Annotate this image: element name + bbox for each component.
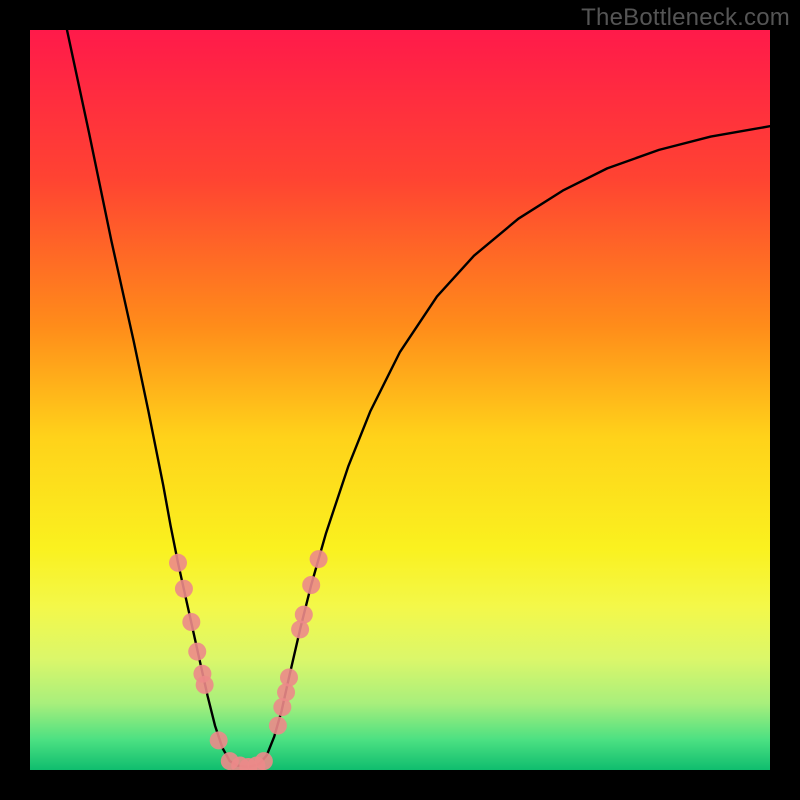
curve-marker bbox=[175, 580, 193, 598]
watermark-text: TheBottleneck.com bbox=[581, 4, 790, 32]
curve-marker bbox=[302, 576, 320, 594]
curve-marker bbox=[188, 643, 206, 661]
bottleneck-chart bbox=[0, 0, 800, 800]
curve-marker bbox=[169, 554, 187, 572]
curve-marker bbox=[255, 752, 273, 770]
chart-container: TheBottleneck.com bbox=[0, 0, 800, 800]
curve-marker bbox=[295, 606, 313, 624]
curve-marker bbox=[277, 683, 295, 701]
curve-marker bbox=[210, 731, 228, 749]
curve-marker bbox=[196, 676, 214, 694]
curve-marker bbox=[280, 669, 298, 687]
chart-plot-background bbox=[30, 30, 770, 770]
curve-marker bbox=[269, 717, 287, 735]
curve-marker bbox=[182, 613, 200, 631]
curve-marker bbox=[310, 550, 328, 568]
